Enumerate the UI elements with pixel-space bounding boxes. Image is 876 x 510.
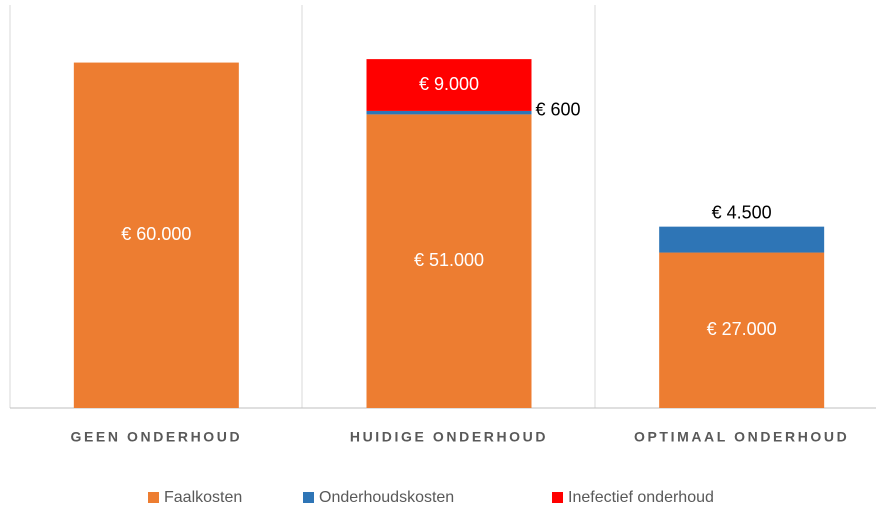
data-label: € 600: [536, 100, 581, 120]
legend-label: Inefectief onderhoud: [568, 489, 714, 506]
legend-label: Faalkosten: [164, 489, 242, 506]
legend-swatch: [148, 492, 159, 503]
data-label: € 9.000: [419, 74, 479, 94]
data-label: € 4.500: [712, 202, 772, 222]
legend-swatch: [303, 492, 314, 503]
x-tick-label: HUIDIGE ONDERHOUD: [350, 429, 548, 445]
data-label: € 51.000: [414, 250, 484, 270]
legend-label: Onderhoudskosten: [319, 489, 454, 506]
bar-segment: [366, 110, 532, 115]
bar-segment: [73, 62, 239, 408]
bar-segment: [366, 59, 532, 111]
legend-swatch: [552, 492, 563, 503]
data-label: € 27.000: [707, 319, 777, 339]
data-label: € 60.000: [121, 224, 191, 244]
bar-segment: [659, 226, 825, 253]
x-tick-label: GEEN ONDERHOUD: [70, 429, 242, 445]
bar-segment: [659, 252, 825, 408]
bar-segment: [366, 114, 532, 408]
x-tick-label: OPTIMAAL ONDERHOUD: [634, 429, 849, 445]
